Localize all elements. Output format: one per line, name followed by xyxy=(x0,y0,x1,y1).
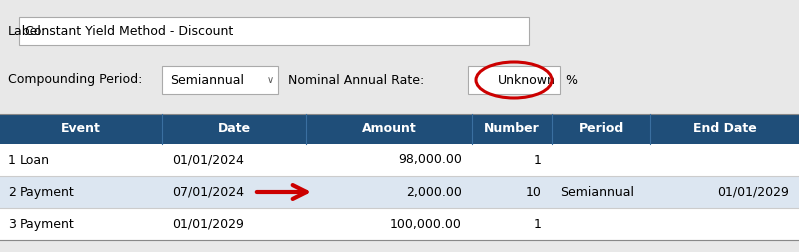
Text: Compounding Period:: Compounding Period: xyxy=(8,74,142,86)
Text: 2: 2 xyxy=(8,185,16,199)
Text: Amount: Amount xyxy=(362,122,416,136)
Text: 1: 1 xyxy=(534,153,542,167)
Text: 1: 1 xyxy=(8,153,16,167)
Text: 2,000.00: 2,000.00 xyxy=(406,185,462,199)
Text: 1: 1 xyxy=(534,217,542,231)
FancyBboxPatch shape xyxy=(0,176,799,208)
Text: Loan: Loan xyxy=(20,153,50,167)
Text: End Date: End Date xyxy=(693,122,757,136)
FancyBboxPatch shape xyxy=(0,114,799,144)
FancyBboxPatch shape xyxy=(162,66,278,93)
FancyBboxPatch shape xyxy=(19,17,529,45)
FancyBboxPatch shape xyxy=(0,144,799,176)
Text: Label:: Label: xyxy=(8,25,46,39)
Text: 98,000.00: 98,000.00 xyxy=(398,153,462,167)
Text: Semiannual: Semiannual xyxy=(170,74,244,86)
Text: Constant Yield Method - Discount: Constant Yield Method - Discount xyxy=(25,25,233,39)
FancyBboxPatch shape xyxy=(0,208,799,240)
Text: Date: Date xyxy=(217,122,251,136)
FancyBboxPatch shape xyxy=(468,66,560,93)
Text: 01/01/2024: 01/01/2024 xyxy=(172,153,244,167)
Text: 10: 10 xyxy=(526,185,542,199)
Text: Nominal Annual Rate:: Nominal Annual Rate: xyxy=(288,74,424,86)
Text: 100,000.00: 100,000.00 xyxy=(390,217,462,231)
Text: Semiannual: Semiannual xyxy=(560,185,634,199)
Text: Event: Event xyxy=(61,122,101,136)
Text: %: % xyxy=(565,74,577,86)
Text: 01/01/2029: 01/01/2029 xyxy=(172,217,244,231)
Text: Number: Number xyxy=(484,122,540,136)
Text: Period: Period xyxy=(578,122,624,136)
Text: ∨: ∨ xyxy=(266,75,273,85)
Text: Payment: Payment xyxy=(20,185,75,199)
Text: 3: 3 xyxy=(8,217,16,231)
Text: Payment: Payment xyxy=(20,217,75,231)
Text: Unknown: Unknown xyxy=(498,74,556,86)
Text: 07/01/2024: 07/01/2024 xyxy=(172,185,244,199)
Text: 01/01/2029: 01/01/2029 xyxy=(718,185,789,199)
